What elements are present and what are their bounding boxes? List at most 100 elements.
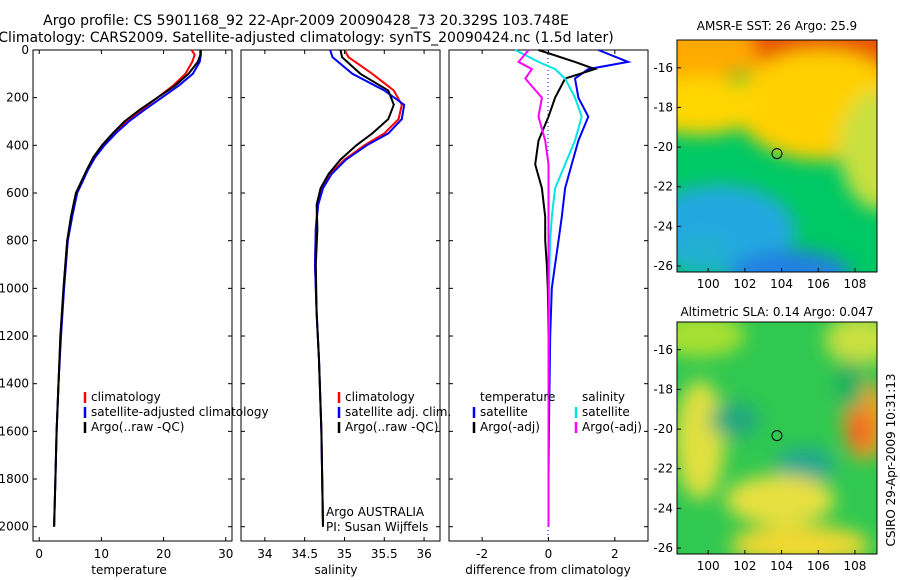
legend-label: satellite-adjusted climatology xyxy=(91,405,269,419)
lat-tick-label: -24 xyxy=(653,501,673,515)
sst-map-frame xyxy=(676,39,878,273)
sla-map-title: Altimetric SLA: 0.14 Argo: 0.047 xyxy=(680,305,873,319)
lon-tick-label: 102 xyxy=(733,277,756,291)
x-tick-label: 2 xyxy=(611,547,619,561)
x-tick-label: -2 xyxy=(476,547,488,561)
salinity-panel: 34 34.5 35 35.5 36 salinity climatologysatel… xyxy=(240,49,451,577)
lat-tick-label: -22 xyxy=(653,462,673,476)
lat-tick-label: -26 xyxy=(653,541,673,555)
lon-tick-label: 104 xyxy=(770,559,793,573)
lon-tick-label: 100 xyxy=(697,277,720,291)
x-tick-label: 10 xyxy=(94,547,109,561)
series-line-argo-raw-qc- xyxy=(53,50,202,527)
temperature-x-label: temperature xyxy=(91,563,166,577)
legend-label: Argo(-adj) xyxy=(582,420,642,434)
series-line-temperature-satellite xyxy=(547,49,632,527)
salinity-y-ticks xyxy=(241,49,440,528)
legend-label: Argo(..raw -QC) xyxy=(345,420,438,434)
salinity-annotation-1: Argo AUSTRALIA xyxy=(326,505,425,519)
temperature-x-ticks: 0 10 20 30 xyxy=(35,50,233,561)
sla-map-panel: Altimetric SLA: 0.14 Argo: 0.047 100 102 1… xyxy=(653,305,878,573)
y-tick-label: 400 xyxy=(6,138,29,152)
x-tick-label: 30 xyxy=(218,547,233,561)
x-tick-label: 35.5 xyxy=(371,547,398,561)
y-tick-label: 1400 xyxy=(0,377,29,391)
x-tick-label: 34 xyxy=(257,547,272,561)
lat-tick-label: -26 xyxy=(653,259,673,273)
difference-lines xyxy=(514,49,632,527)
side-timestamp-label: CSIRO 29-Apr-2009 10:31:13 xyxy=(884,373,898,546)
sla-map-lat-ticks: -16 -18 -20 -22 -24 -26 xyxy=(653,343,681,555)
x-tick-label: 34.5 xyxy=(291,547,318,561)
x-tick-label: 36 xyxy=(416,547,431,561)
y-tick-label: 800 xyxy=(6,234,29,248)
difference-x-label: difference from climatology xyxy=(465,563,631,577)
lat-tick-label: -16 xyxy=(653,343,673,357)
x-tick-label: 0 xyxy=(35,547,43,561)
lon-tick-label: 108 xyxy=(844,277,867,291)
y-tick-label: 0 xyxy=(21,43,29,57)
legend-label: satellite xyxy=(582,405,630,419)
lat-tick-label: -16 xyxy=(653,61,673,75)
temperature-panel: 0 10 20 30 0 200 400 600 800 1000 1200 1400 1600 180… xyxy=(0,43,269,577)
lon-tick-label: 108 xyxy=(844,559,867,573)
legend-label: satellite xyxy=(480,405,528,419)
sst-map-lat-ticks: -16 -18 -20 -22 -24 -26 xyxy=(653,61,681,273)
legend-label: climatology xyxy=(91,390,161,404)
sla-map-frame xyxy=(676,321,878,555)
x-tick-label: 0 xyxy=(545,547,553,561)
lat-tick-label: -18 xyxy=(653,100,673,114)
y-tick-label: 1600 xyxy=(0,424,29,438)
salinity-annotation-2: PI: Susan Wijffels xyxy=(326,520,428,534)
difference-panel: -2 0 2 difference from climatology tempera… xyxy=(448,49,649,577)
lon-tick-label: 104 xyxy=(770,277,793,291)
argo-position-marker xyxy=(771,148,783,160)
y-tick-label: 600 xyxy=(6,186,29,200)
sla-map-lon-ticks: 100 102 104 106 108 xyxy=(697,550,867,573)
y-tick-label: 2000 xyxy=(0,520,29,534)
x-tick-label: 35 xyxy=(337,547,352,561)
legend-label: climatology xyxy=(345,390,415,404)
legend-label: satellite adj. clim. xyxy=(345,405,451,419)
salinity-axes-frame xyxy=(240,49,441,542)
figure-title-line1: Argo profile: CS 5901168_92 22-Apr-2009 … xyxy=(43,13,569,29)
depth-y-ticks: 0 200 400 600 800 1000 1200 1400 1600 1800 2000 xyxy=(0,43,232,534)
lon-tick-label: 106 xyxy=(807,277,830,291)
series-line-argo-raw-qc- xyxy=(314,49,395,527)
salinity-x-ticks: 34 34.5 35 35.5 36 xyxy=(257,50,432,561)
lon-tick-label: 106 xyxy=(807,559,830,573)
lat-tick-label: -24 xyxy=(653,219,673,233)
lat-tick-label: -20 xyxy=(653,140,673,154)
lat-tick-label: -22 xyxy=(653,180,673,194)
salinity-x-label: salinity xyxy=(314,563,357,577)
sst-map-lon-ticks: 100 102 104 106 108 xyxy=(697,268,867,291)
difference-y-ticks xyxy=(449,49,648,528)
y-tick-label: 200 xyxy=(6,91,29,105)
series-line-satellite-adjusted-climatology xyxy=(53,50,202,527)
y-tick-label: 1000 xyxy=(0,281,29,295)
sst-map-panel: AMSR-E SST: 26 Argo: 25.9 100 102 104 106 10… xyxy=(653,19,878,291)
sst-map-title: AMSR-E SST: 26 Argo: 25.9 xyxy=(697,19,857,33)
lat-tick-label: -18 xyxy=(653,382,673,396)
legend-label: Argo(..raw -QC) xyxy=(91,420,184,434)
figure-title-line2: Climatology: CARS2009. Satellite-adjuste… xyxy=(0,30,614,46)
x-tick-label: 20 xyxy=(156,547,171,561)
y-tick-label: 1200 xyxy=(0,329,29,343)
temperature-axes-frame xyxy=(32,49,233,542)
y-tick-label: 1800 xyxy=(0,472,29,486)
series-line-climatology xyxy=(313,49,403,527)
series-line-satellite-adj-clim- xyxy=(313,49,406,527)
lon-tick-label: 102 xyxy=(733,559,756,573)
temperature-lines xyxy=(53,49,202,527)
legend-label: salinity xyxy=(582,390,625,404)
difference-x-ticks: -2 0 2 xyxy=(476,50,619,561)
legend-label: temperature xyxy=(480,390,555,404)
series-line-salinity-argo-adj- xyxy=(517,49,550,527)
legend-label: Argo(-adj) xyxy=(480,420,540,434)
lat-tick-label: -20 xyxy=(653,422,673,436)
argo-position-marker xyxy=(771,430,783,442)
lon-tick-label: 100 xyxy=(697,559,720,573)
